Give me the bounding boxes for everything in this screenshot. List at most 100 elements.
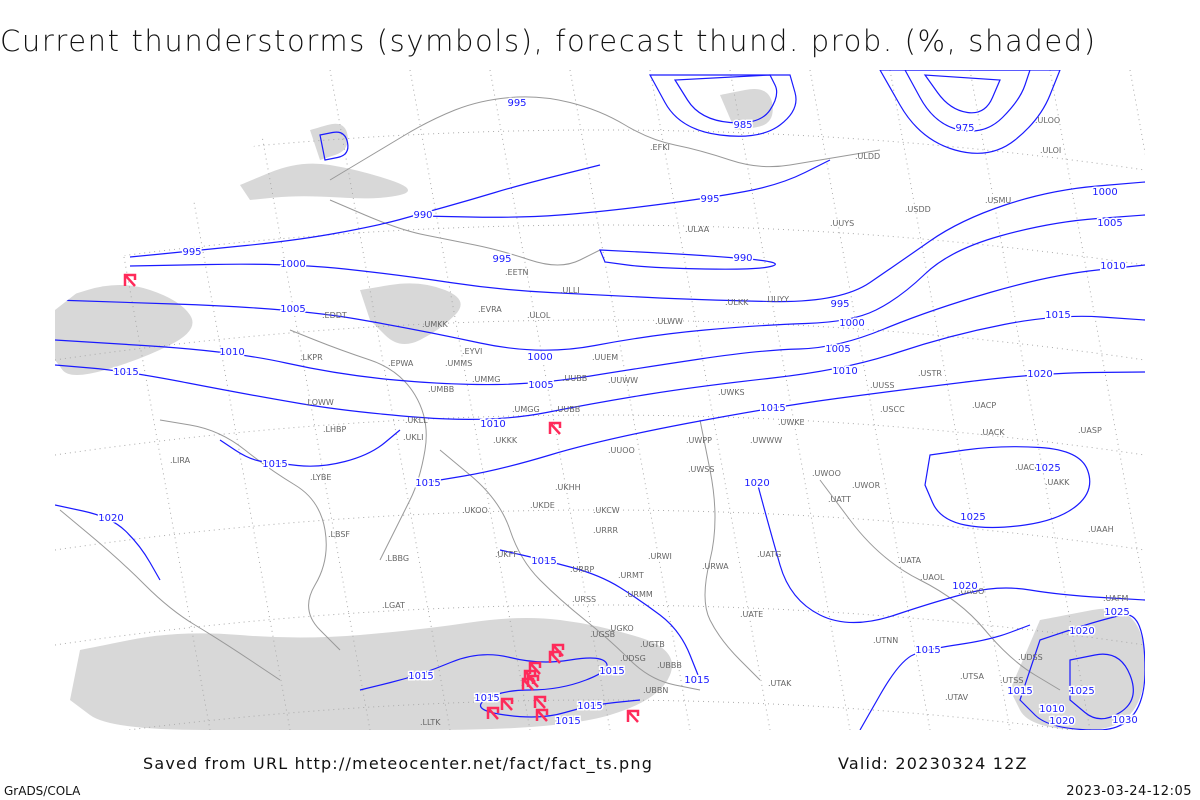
thunderstorm-symbol bbox=[548, 421, 562, 435]
station-label: .URMT bbox=[618, 571, 644, 580]
station-label: .UGSB bbox=[590, 630, 615, 639]
station-label: .URWI bbox=[648, 552, 672, 561]
meridian bbox=[329, 70, 451, 730]
station-label: .ULOL bbox=[527, 311, 551, 320]
station-label: .UMBB bbox=[428, 385, 454, 394]
station-label: .UWKS bbox=[718, 388, 745, 397]
isobar-label: 1025 bbox=[1069, 686, 1094, 697]
isobar-contour bbox=[673, 74, 778, 124]
isobar-line bbox=[219, 429, 401, 467]
isobar-line bbox=[359, 654, 641, 718]
isobar-label: 995 bbox=[830, 299, 849, 310]
station-label: .UMMS bbox=[445, 359, 472, 368]
border-line bbox=[329, 96, 881, 181]
station-label: .LBBG bbox=[385, 554, 409, 563]
station-label: .UBBB bbox=[657, 661, 682, 670]
isobar-contour bbox=[903, 70, 1031, 132]
station-label: .UKLL bbox=[405, 416, 428, 425]
station-label: .UAAH bbox=[1088, 525, 1114, 534]
meridian bbox=[169, 70, 291, 730]
thunderstorm-symbol bbox=[535, 708, 549, 722]
isobar-label: 995 bbox=[492, 254, 511, 265]
shaded-area bbox=[55, 285, 193, 375]
isobar-line bbox=[129, 164, 601, 258]
border-line bbox=[59, 509, 281, 681]
station-label: .UUWW bbox=[608, 376, 638, 385]
station-label: .EYVI bbox=[462, 347, 482, 356]
station-label: .EVRA bbox=[478, 305, 502, 314]
station-label: .UAFM bbox=[1103, 594, 1128, 603]
isobar-contour bbox=[924, 446, 1091, 529]
station-label: .ULOO bbox=[1035, 116, 1060, 125]
station-label: .UUBB bbox=[562, 374, 587, 383]
station-label: .UUYY bbox=[765, 295, 789, 304]
station-label: .USMU bbox=[985, 196, 1011, 205]
meridian bbox=[889, 70, 1011, 730]
isobar-contour bbox=[1069, 653, 1134, 720]
station-label: .UGKO bbox=[608, 624, 634, 633]
station-label: .UAOO bbox=[958, 587, 984, 596]
station-label: .LLTK bbox=[420, 718, 441, 727]
station-label: .EDDT bbox=[322, 311, 347, 320]
thunderstorm-probability-shading bbox=[55, 89, 1145, 730]
isobar-contour bbox=[648, 74, 797, 137]
isobar-label: 1005 bbox=[528, 380, 553, 391]
isobar-label: 1015 bbox=[408, 671, 433, 682]
isobar-contour bbox=[878, 70, 1061, 154]
station-label: .USCC bbox=[880, 405, 905, 414]
station-label: .UATT bbox=[828, 495, 851, 504]
isobar-label: 1030 bbox=[1112, 715, 1137, 726]
station-label: .URWA bbox=[702, 562, 729, 571]
isobar-line bbox=[499, 549, 701, 681]
country-borders bbox=[59, 96, 1061, 691]
isobar-label: 1010 bbox=[219, 347, 244, 358]
station-label: .UUBB bbox=[555, 405, 580, 414]
station-label: .UUYS bbox=[830, 219, 854, 228]
isobar-label: 1015 bbox=[599, 666, 624, 677]
station-label: .UAOL bbox=[920, 573, 945, 582]
isobar-contour bbox=[1019, 614, 1145, 730]
isobar-labels: 995 985 975 990 995 995 1000 995 990 1005 995 1000 1… bbox=[97, 97, 1139, 729]
isobar-label: 1000 bbox=[527, 352, 552, 363]
station-label: .LKPR bbox=[300, 353, 323, 362]
station-label: .UWWW bbox=[750, 436, 782, 445]
isobar-label: 1015 bbox=[915, 645, 940, 656]
station-label: .USTR bbox=[918, 369, 942, 378]
isobar-label: 990 bbox=[413, 210, 432, 221]
thunderstorm-symbols bbox=[123, 273, 640, 723]
station-label: .UWOO bbox=[812, 469, 841, 478]
thunderstorm-symbol bbox=[500, 697, 514, 711]
isobar-label: 1005 bbox=[280, 304, 305, 315]
isobar-line bbox=[55, 264, 1145, 386]
isobar-label: 1015 bbox=[555, 716, 580, 727]
isobar-label: 1010 bbox=[1039, 704, 1064, 715]
station-label: .UWSS bbox=[688, 465, 714, 474]
meridian bbox=[489, 70, 611, 730]
station-label: .EPWA bbox=[388, 359, 414, 368]
isobar-label: 1010 bbox=[480, 419, 505, 430]
shaded-area bbox=[240, 163, 408, 200]
isobar-label: 985 bbox=[733, 120, 752, 131]
isobar-label: 1015 bbox=[684, 675, 709, 686]
isobar-label: 1015 bbox=[1007, 686, 1032, 697]
isobar-label: 995 bbox=[507, 98, 526, 109]
station-label: .USDD bbox=[905, 205, 931, 214]
isobar-label: 1020 bbox=[1069, 626, 1094, 637]
thunderstorm-symbol bbox=[486, 706, 500, 720]
station-label: .UASP bbox=[1078, 426, 1102, 435]
isobar-label: 1010 bbox=[1100, 261, 1125, 272]
station-label: .ULLI bbox=[560, 286, 580, 295]
map-title: Current thunderstorms (symbols), forecas… bbox=[0, 24, 1097, 58]
meridian bbox=[249, 70, 371, 730]
isobar-line bbox=[419, 159, 831, 218]
station-label: .LIRA bbox=[170, 456, 191, 465]
isobar-label: 1000 bbox=[839, 318, 864, 329]
station-label: .UKCW bbox=[593, 506, 620, 515]
station-label: .UDSS bbox=[1018, 653, 1043, 662]
isobar-label: 1025 bbox=[1035, 463, 1060, 474]
isobar-line bbox=[756, 481, 1145, 624]
station-label: .UWPP bbox=[686, 436, 712, 445]
isobar-label: 1015 bbox=[474, 693, 499, 704]
isobar-label: 1015 bbox=[760, 403, 785, 414]
